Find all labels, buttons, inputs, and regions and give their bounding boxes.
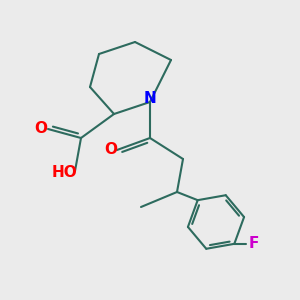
Text: F: F	[249, 236, 259, 251]
Text: O: O	[104, 142, 117, 158]
Text: HO: HO	[52, 165, 77, 180]
Text: O: O	[34, 121, 47, 136]
Text: N: N	[144, 91, 156, 106]
